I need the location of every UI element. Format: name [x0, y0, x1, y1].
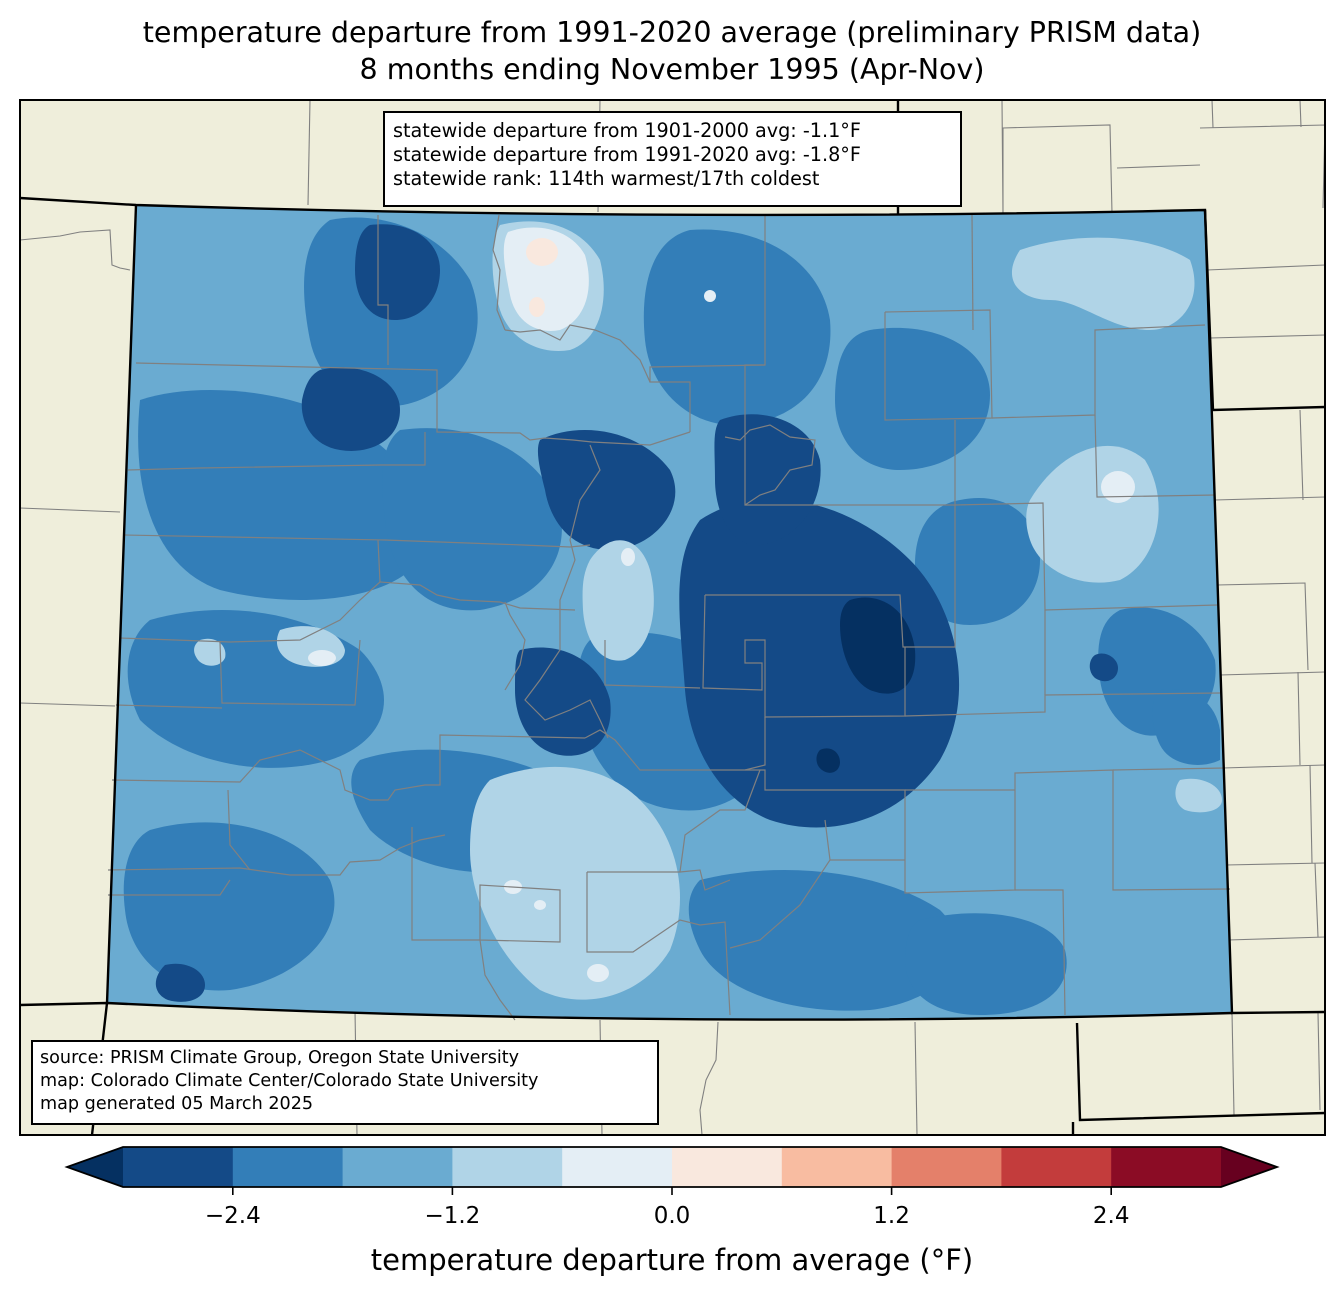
- contour-region: [526, 238, 558, 266]
- contour-region: [835, 327, 990, 470]
- contour-region: [704, 290, 716, 302]
- colorbar-bin: [342, 1147, 453, 1187]
- map-figure: [19, 99, 1326, 1136]
- contour-region: [308, 650, 336, 666]
- generated-date-line: map generated 05 March 2025: [40, 1094, 314, 1114]
- contour-region: [1011, 237, 1195, 330]
- contour-region: [194, 638, 226, 666]
- stats-departure-1991-2020: statewide departure from 1991-2020 avg: …: [393, 143, 861, 166]
- contour-region: [621, 548, 635, 566]
- colorbar-bin: [232, 1147, 344, 1187]
- stats-rank: statewide rank: 114th warmest/17th colde…: [393, 167, 820, 190]
- colorbar-bin: [452, 1147, 563, 1187]
- contour-region: [816, 748, 840, 773]
- temperature-field: [107, 205, 1232, 1020]
- colorbar-bin: [781, 1147, 893, 1187]
- colorbar-tick-label: −2.4: [204, 1203, 261, 1229]
- contour-region: [355, 224, 440, 320]
- contour-region: [582, 540, 654, 661]
- contour-region: [643, 229, 831, 426]
- contour-region: [515, 647, 611, 756]
- source-line: source: PRISM Climate Group, Oregon Stat…: [40, 1048, 520, 1068]
- contour-region: [529, 297, 545, 317]
- stats-departure-1901-2000: statewide departure from 1901-2000 avg: …: [393, 119, 861, 142]
- contour-region: [155, 963, 205, 1002]
- contour-region: [840, 597, 916, 694]
- map-credit-line: map: Colorado Climate Center/Colorado St…: [40, 1071, 539, 1091]
- colorbar-bin: [891, 1147, 1002, 1187]
- colorbar: [64, 1146, 1280, 1195]
- contour-region: [1152, 689, 1220, 765]
- colorbar-bin: [672, 1147, 783, 1187]
- statewide-stats-box: statewide departure from 1901-2000 avg: …: [383, 111, 962, 207]
- contour-region: [905, 913, 1067, 1015]
- contour-region: [688, 870, 958, 1011]
- colorbar-tick-label: 0.0: [653, 1203, 691, 1229]
- colorbar-over-extend: [1221, 1147, 1277, 1187]
- state-borders: [20, 100, 1325, 1135]
- colorado-county-lines: [107, 214, 1231, 1021]
- contour-region: [534, 900, 546, 910]
- colorbar-label: temperature departure from average (°F): [370, 1243, 974, 1277]
- contour-region: [503, 227, 589, 331]
- contour-region: [587, 964, 609, 982]
- contour-region: [382, 428, 562, 611]
- contour-region: [1089, 653, 1118, 682]
- source-box: source: PRISM Climate Group, Oregon Stat…: [31, 1040, 659, 1125]
- colorbar-tick-label: 1.2: [873, 1203, 910, 1229]
- colorbar-outline: [64, 1146, 1280, 1188]
- contour-region: [915, 498, 1040, 625]
- colorbar-under-extend: [67, 1147, 123, 1187]
- contour-region: [1175, 778, 1222, 813]
- contour-region: [301, 367, 400, 451]
- colorbar-bin: [562, 1147, 673, 1187]
- contour-region: [123, 822, 335, 991]
- colorbar-tick-label: −1.2: [424, 1203, 481, 1229]
- map-frame: [19, 99, 1326, 1136]
- colorbar-tick-label: 2.4: [1092, 1203, 1130, 1229]
- contour-region: [679, 499, 960, 828]
- contour-region: [537, 430, 676, 550]
- colorbar-bin: [1111, 1147, 1222, 1187]
- colorbar-bin: [1001, 1147, 1112, 1187]
- map-subtitle: 8 months ending November 1995 (Apr-Nov): [359, 53, 985, 86]
- contour-region: [714, 414, 821, 546]
- colorbar-bin: [123, 1147, 234, 1187]
- map-title: temperature departure from 1991-2020 ave…: [142, 16, 1202, 49]
- contour-region: [1101, 471, 1135, 503]
